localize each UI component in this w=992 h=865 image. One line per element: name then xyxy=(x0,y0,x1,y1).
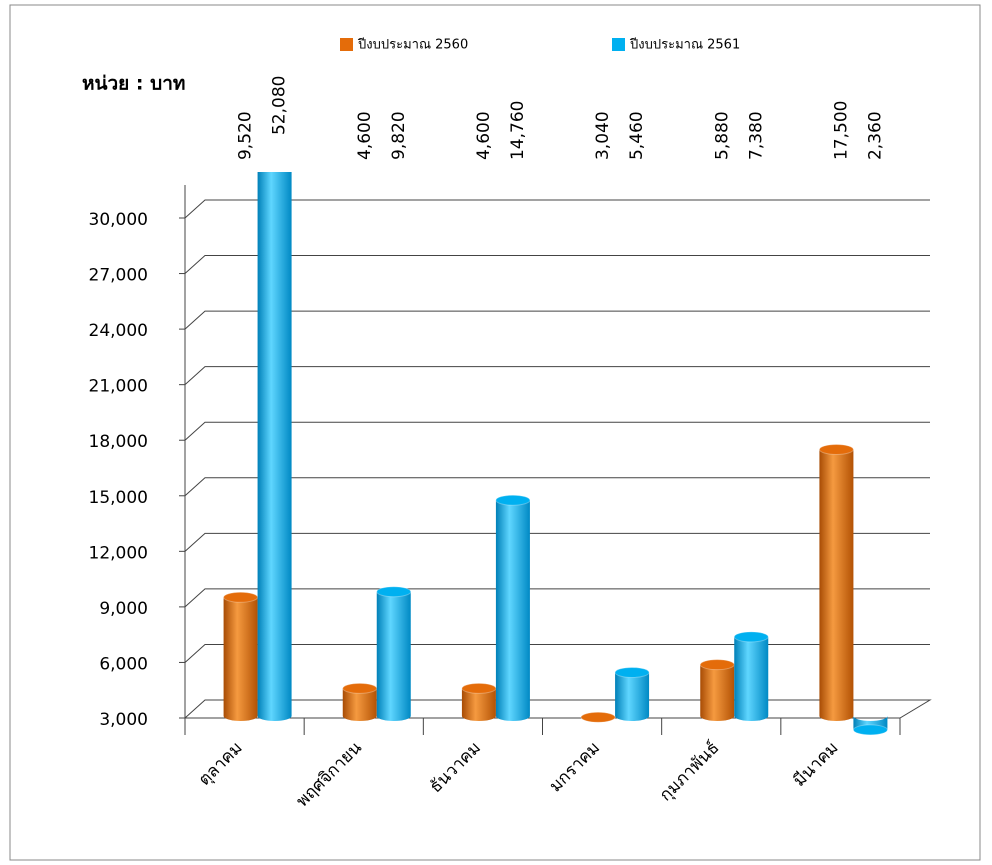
value-label: 4,600 xyxy=(474,111,494,160)
legend-label: ปีงบประมาณ 2560 xyxy=(357,37,468,53)
unit-label: หน่วย : บาท xyxy=(82,73,185,95)
legend-swatch xyxy=(612,38,625,51)
y-tick-label: 6,000 xyxy=(99,654,148,674)
bar xyxy=(376,586,412,721)
bar xyxy=(852,716,888,736)
legend-swatch xyxy=(340,38,353,51)
y-tick-label: 24,000 xyxy=(89,321,148,341)
grid-line xyxy=(184,421,930,441)
bar-top xyxy=(376,586,412,598)
grid-line xyxy=(184,255,930,274)
grid-line xyxy=(184,477,930,497)
bar-body xyxy=(700,664,735,721)
bar-body xyxy=(342,688,377,721)
bar xyxy=(818,443,854,721)
bar xyxy=(699,659,735,721)
bar xyxy=(461,682,497,721)
y-tick-label: 12,000 xyxy=(89,543,148,563)
grid-line xyxy=(184,366,930,386)
y-tick-label: 9,000 xyxy=(99,599,148,619)
y-tick-label: 3,000 xyxy=(99,710,148,730)
bar-top xyxy=(342,682,378,694)
bar xyxy=(733,631,769,721)
value-label: 2,360 xyxy=(865,111,885,160)
bar xyxy=(342,682,378,721)
bar xyxy=(495,494,531,721)
bar xyxy=(580,711,616,723)
bar-body xyxy=(223,597,258,721)
value-label: 5,880 xyxy=(712,111,732,160)
bar xyxy=(614,666,650,721)
value-label: 9,520 xyxy=(236,111,256,160)
value-label: 9,820 xyxy=(389,111,409,160)
bars xyxy=(223,172,888,736)
value-label: 14,760 xyxy=(508,101,528,160)
bar-body xyxy=(376,591,411,721)
grid-line xyxy=(184,199,930,219)
y-tick-label: 18,000 xyxy=(89,432,148,452)
bar-body xyxy=(819,449,854,721)
grid-line xyxy=(184,643,930,663)
bar-top xyxy=(580,711,616,723)
grid-line xyxy=(184,532,930,552)
bar-top xyxy=(461,682,497,694)
bar-top xyxy=(818,443,854,455)
bar-top xyxy=(614,666,650,678)
bar-top xyxy=(733,631,769,643)
value-label: 5,460 xyxy=(627,111,647,160)
value-label: 7,380 xyxy=(746,111,766,160)
value-label: 3,040 xyxy=(593,111,613,160)
bar-body xyxy=(495,500,530,721)
y-tick-label: 27,000 xyxy=(89,266,148,286)
bar-body xyxy=(734,636,769,721)
grid-line xyxy=(184,310,930,330)
value-label: 17,500 xyxy=(831,101,851,160)
value-label: 4,600 xyxy=(355,111,375,160)
bar xyxy=(257,172,292,721)
bar-body xyxy=(615,672,650,721)
y-tick-label: 30,000 xyxy=(89,210,148,230)
bar-top xyxy=(223,591,259,603)
legend-label: ปีงบประมาณ 2561 xyxy=(629,37,740,53)
bar-top xyxy=(699,659,735,671)
bar xyxy=(223,591,259,721)
y-tick-label: 21,000 xyxy=(89,377,148,397)
y-tick-label: 15,000 xyxy=(89,488,148,508)
grid-line xyxy=(184,588,930,608)
bar-body xyxy=(257,172,292,721)
bar-top xyxy=(852,724,888,736)
value-label: 52,080 xyxy=(270,76,290,135)
bar-top xyxy=(495,494,531,506)
bar-body xyxy=(461,688,496,721)
